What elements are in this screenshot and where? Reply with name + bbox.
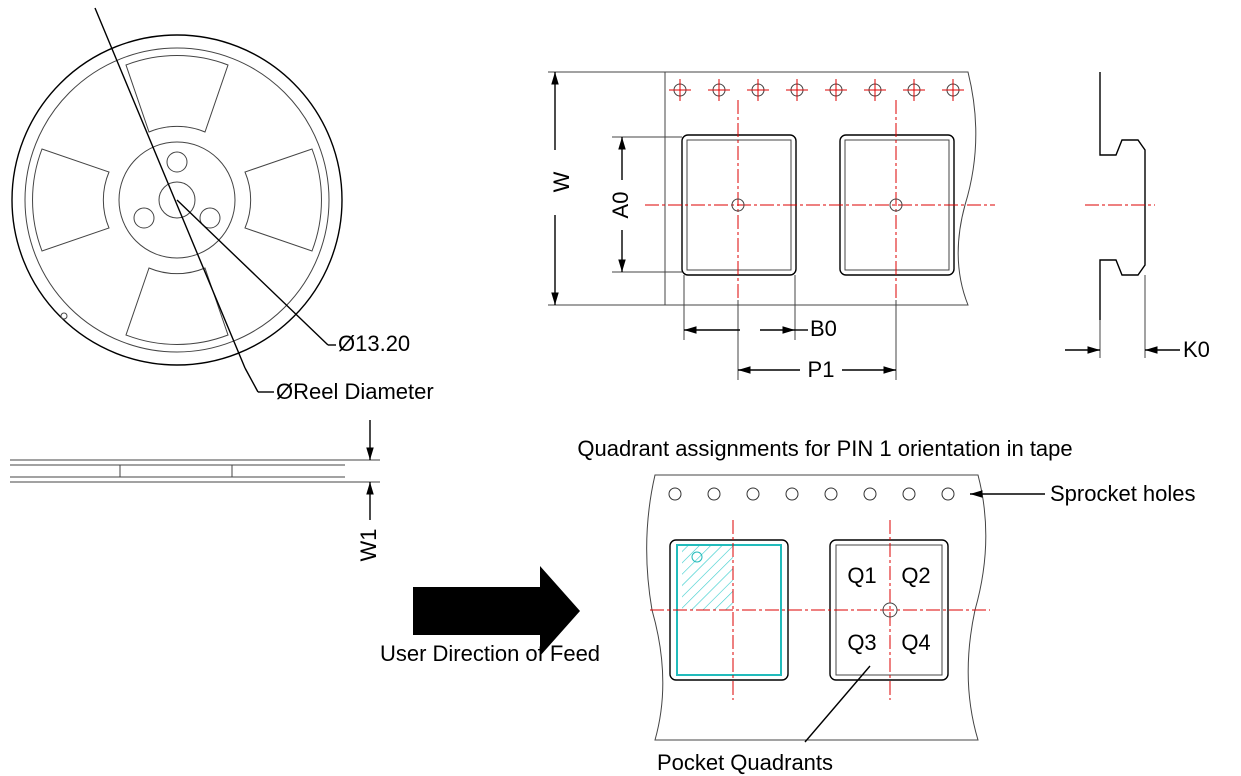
k0-label: K0 <box>1183 337 1210 362</box>
tape-side: K0 <box>1065 72 1210 362</box>
sprocket-hole <box>824 487 838 501</box>
b0-label: B0 <box>810 316 837 341</box>
p1-label: P1 <box>808 357 835 382</box>
sprocket-hole <box>707 487 721 501</box>
reel-front: Ø13.20 ØReel Diameter <box>11 7 434 404</box>
tape-quadrants: Sprocket holes Q1 Q2 Q3 Q4 Pocket Quadra… <box>646 474 1196 775</box>
w-label: W <box>549 171 574 192</box>
quadrant-label: Q2 <box>901 563 930 588</box>
feed-label: User Direction of Feed <box>380 641 600 666</box>
reel-side <box>10 420 380 520</box>
sprocket-hole <box>785 487 799 501</box>
sprocket-hole <box>668 487 682 501</box>
quadrant-label: Q4 <box>901 630 930 655</box>
sprocket-hole <box>863 487 877 501</box>
diameter-label: ØReel Diameter <box>276 379 434 404</box>
sprocket-hole <box>902 487 916 501</box>
sprocket-label: Sprocket holes <box>1050 481 1196 506</box>
sprocket-hole <box>941 487 955 501</box>
pocket-label: Pocket Quadrants <box>657 750 833 775</box>
a0-label: A0 <box>608 192 633 219</box>
quadrant-label: Q1 <box>847 563 876 588</box>
tape-top: W A0 B0 P1 <box>548 71 995 382</box>
feed-arrow: User Direction of Feed <box>380 566 600 666</box>
sprocket-hole <box>746 487 760 501</box>
quadrant-title: Quadrant assignments for PIN 1 orientati… <box>577 436 1072 461</box>
w1-label: W1 <box>356 529 381 562</box>
hub-label: Ø13.20 <box>338 331 410 356</box>
quadrant-label: Q3 <box>847 630 876 655</box>
